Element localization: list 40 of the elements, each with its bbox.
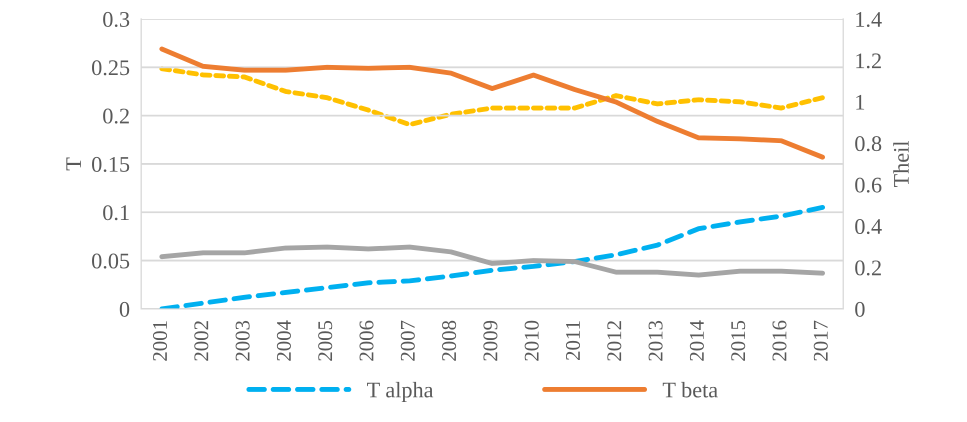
y2-tick-label: 1 <box>856 94 864 110</box>
x-tick-label: 2011 <box>566 321 580 360</box>
x-tick-label: 2009 <box>483 320 498 361</box>
x-tick-label: 2008 <box>442 320 456 361</box>
y-tick-label: 0.3 <box>103 12 130 28</box>
x-tick-label: 2002 <box>194 321 208 361</box>
y-tick-label: 0.05 <box>92 254 130 269</box>
x-tick-label: 2005 <box>318 320 332 361</box>
y-tick-label: 0 <box>120 302 130 317</box>
x-tick-label: 2006 <box>359 320 374 361</box>
y2-tick-label: 1.4 <box>856 12 882 28</box>
y-axis-title: T <box>66 158 81 170</box>
x-tick-label: 2007 <box>400 320 415 361</box>
x-tick-label: 2014 <box>690 320 704 361</box>
x-tick-label: 2015 <box>731 320 746 361</box>
x-tick-label: 2010 <box>524 320 539 361</box>
y-tick-label: 0.1 <box>103 205 129 220</box>
x-tick-label: 2017 <box>814 320 828 361</box>
legend-label: T beta <box>662 382 718 398</box>
y2-axis-title: Theil <box>893 140 909 187</box>
x-tick-label: 2001 <box>152 321 168 361</box>
line-series <box>159 66 826 128</box>
y2-tick-label: 0.8 <box>855 136 882 152</box>
y2-tick-label: 0 <box>855 302 865 317</box>
y2-tick-label: 0.6 <box>855 178 882 193</box>
y2-tick-label: 0.4 <box>855 219 882 234</box>
line-series <box>159 244 826 278</box>
y-tick-label: 0.15 <box>92 156 130 172</box>
y-tick-label: 0.25 <box>92 60 130 76</box>
x-tick-label: 2013 <box>648 320 663 361</box>
x-tick-label: 2016 <box>772 320 786 361</box>
y2-tick-label: 1.2 <box>856 53 881 68</box>
line-series <box>159 205 826 309</box>
y2-tick-label: 0.2 <box>855 260 881 276</box>
y-tick-label: 0.2 <box>103 108 129 124</box>
x-tick-label: 2004 <box>276 320 291 361</box>
x-tick-label: 2012 <box>607 321 622 361</box>
x-tick-label: 2003 <box>236 320 250 361</box>
legend-label: T alpha <box>367 382 434 402</box>
line-series <box>159 46 826 160</box>
